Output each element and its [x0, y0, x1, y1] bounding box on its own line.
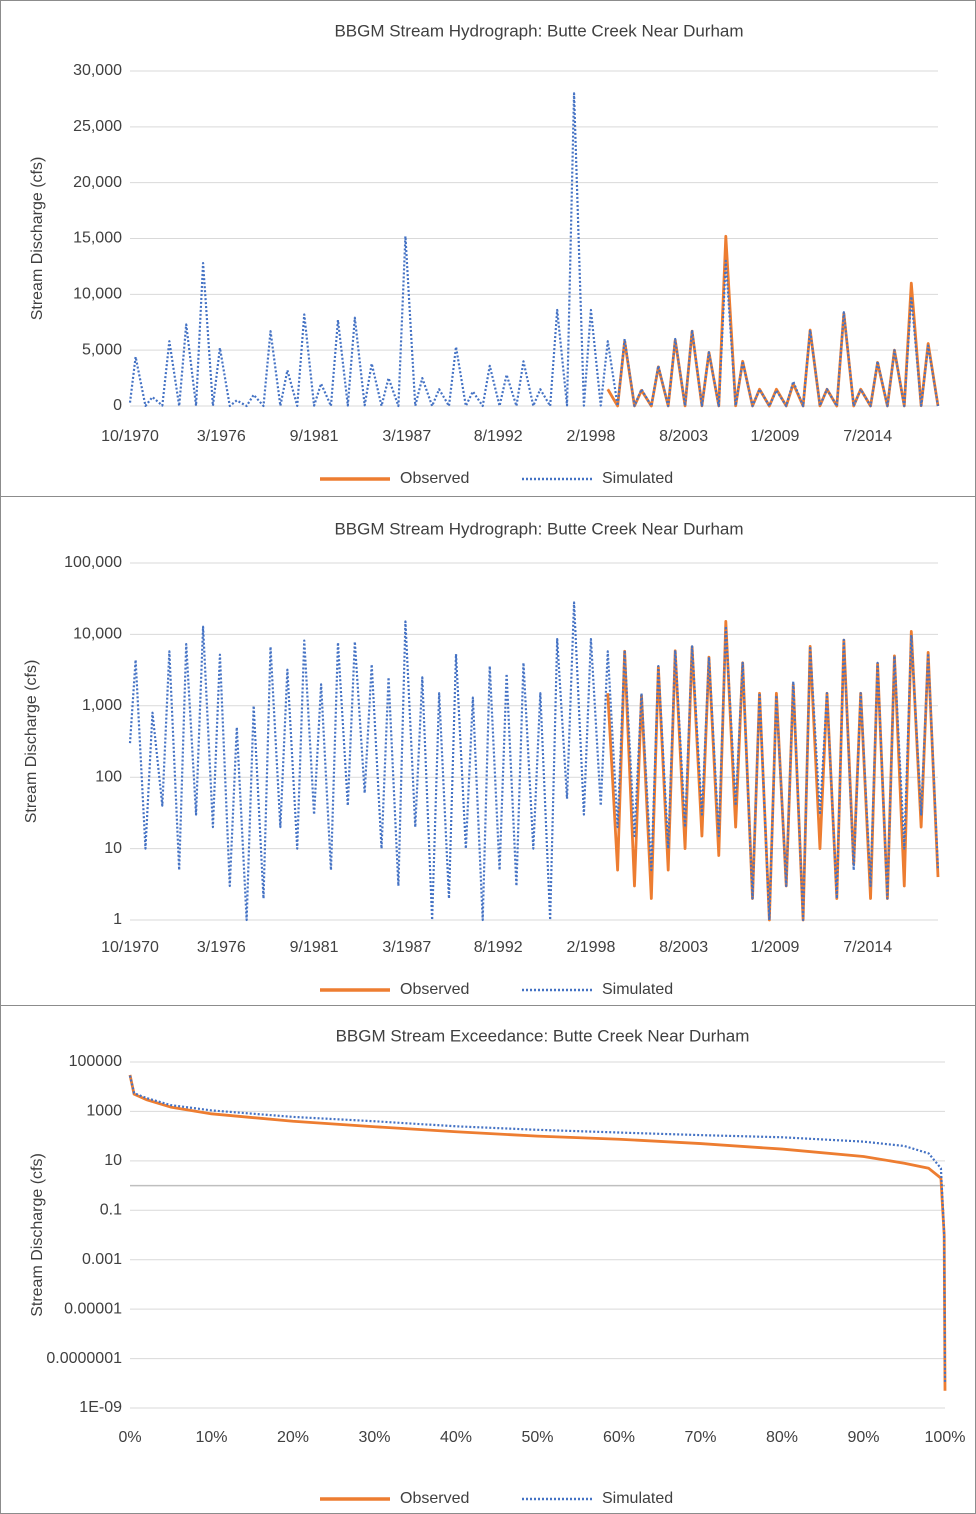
x-tick-label: 9/1981 [290, 939, 339, 956]
y-axis-label: Stream Discharge (cfs) [29, 1153, 46, 1317]
series-line [606, 620, 940, 922]
x-tick-label: 80% [766, 1429, 798, 1446]
y-tick-label: 1 [113, 911, 122, 928]
y-tick-label: 1,000 [82, 697, 122, 714]
y-tick-label: 10 [104, 1152, 122, 1169]
x-tick-label: 7/2014 [843, 428, 892, 445]
x-tick-label: 30% [358, 1429, 390, 1446]
x-tick-label: 1/2009 [751, 939, 800, 956]
x-tick-label: 8/1992 [474, 428, 523, 445]
y-tick-label: 10 [104, 840, 122, 857]
y-tick-label: 30,000 [73, 62, 122, 79]
series-line [128, 1074, 947, 1391]
x-tick-label: 100% [925, 1429, 966, 1446]
x-tick-label: 3/1976 [197, 428, 246, 445]
y-tick-label: 100,000 [64, 554, 122, 571]
y-axis-label: Stream Discharge (cfs) [29, 157, 46, 321]
y-tick-label: 0.0000001 [46, 1350, 122, 1367]
x-tick-label: 20% [277, 1429, 309, 1446]
y-tick-label: 100000 [69, 1053, 122, 1070]
x-tick-label: 1/2009 [751, 428, 800, 445]
legend-label: Observed [400, 981, 469, 998]
y-tick-label: 10,000 [73, 286, 122, 303]
y-tick-label: 25,000 [73, 118, 122, 135]
panel-border [0, 0, 976, 497]
legend-label: Observed [400, 1490, 469, 1507]
x-tick-label: 9/1981 [290, 428, 339, 445]
series-line [128, 92, 940, 408]
x-tick-label: 3/1976 [197, 939, 246, 956]
x-tick-label: 3/1987 [382, 428, 431, 445]
legend-label: Observed [400, 470, 469, 487]
chart-title: BBGM Stream Hydrograph: Butte Creek Near… [334, 519, 743, 538]
y-tick-label: 0.00001 [64, 1300, 122, 1317]
chart-title: BBGM Stream Hydrograph: Butte Creek Near… [334, 21, 743, 40]
x-tick-label: 2/1998 [566, 428, 615, 445]
y-tick-label: 0.001 [82, 1251, 122, 1268]
series-line [128, 601, 940, 922]
series-line [606, 234, 940, 408]
x-tick-label: 7/2014 [843, 939, 892, 956]
y-tick-label: 15,000 [73, 230, 122, 247]
y-tick-label: 10,000 [73, 626, 122, 643]
y-tick-label: 0.1 [100, 1202, 122, 1219]
x-tick-label: 8/1992 [474, 939, 523, 956]
x-tick-label: 8/2003 [659, 939, 708, 956]
x-tick-label: 40% [440, 1429, 472, 1446]
legend-label: Simulated [602, 981, 673, 998]
y-tick-label: 100 [95, 768, 122, 785]
legend-label: Simulated [602, 1490, 673, 1507]
y-tick-label: 5,000 [82, 341, 122, 358]
y-tick-label: 20,000 [73, 174, 122, 191]
series-line [128, 1075, 947, 1384]
x-tick-label: 10/1970 [101, 939, 159, 956]
x-tick-label: 0% [118, 1429, 141, 1446]
y-tick-label: 1E-09 [79, 1399, 122, 1416]
x-tick-label: 3/1987 [382, 939, 431, 956]
x-tick-label: 70% [684, 1429, 716, 1446]
x-tick-label: 60% [603, 1429, 635, 1446]
x-tick-label: 50% [521, 1429, 553, 1446]
chart-title: BBGM Stream Exceedance: Butte Creek Near… [336, 1026, 750, 1045]
y-axis-label: Stream Discharge (cfs) [23, 660, 40, 824]
x-tick-label: 2/1998 [566, 939, 615, 956]
x-tick-label: 8/2003 [659, 428, 708, 445]
x-tick-label: 10% [195, 1429, 227, 1446]
y-tick-label: 0 [113, 397, 122, 414]
y-tick-label: 1000 [86, 1103, 122, 1120]
x-tick-label: 90% [847, 1429, 879, 1446]
x-tick-label: 10/1970 [101, 428, 159, 445]
legend-label: Simulated [602, 470, 673, 487]
